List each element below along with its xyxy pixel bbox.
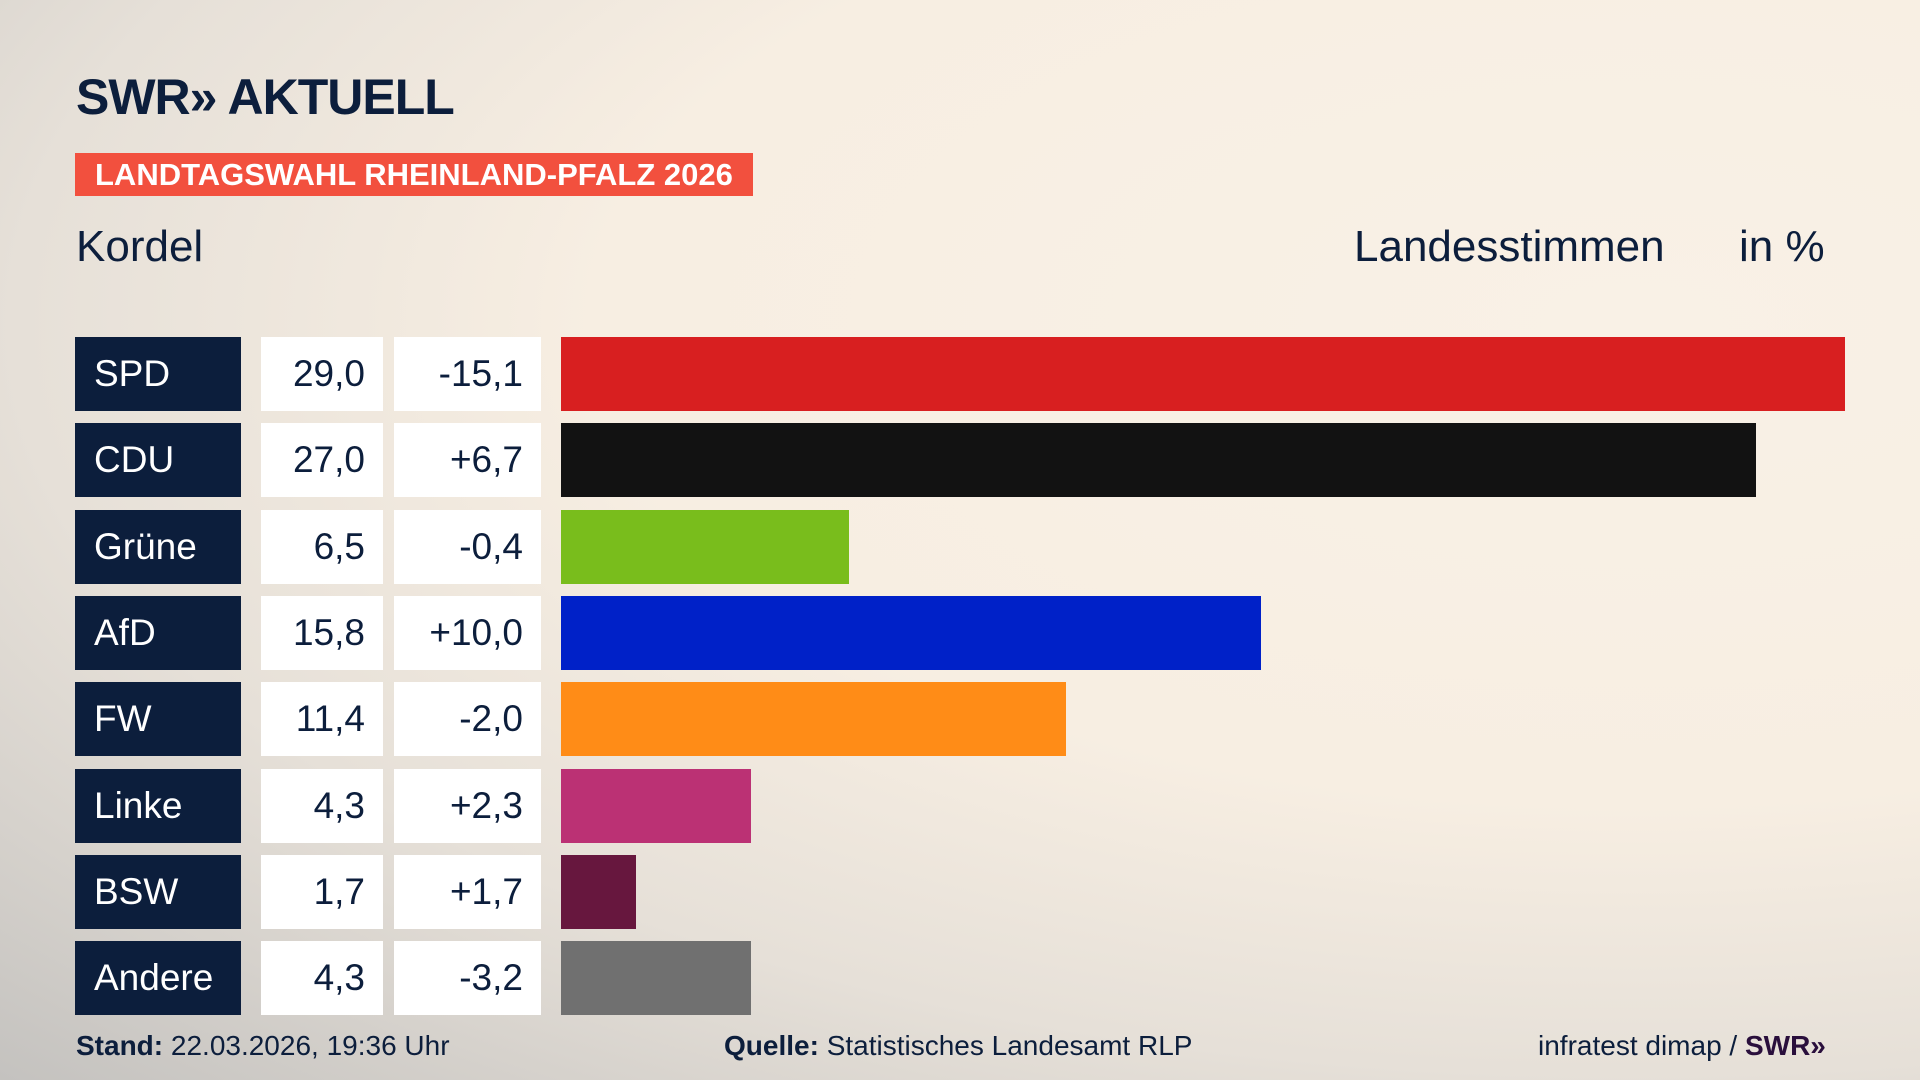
region-title: Kordel bbox=[76, 222, 204, 271]
chart-row: BSW 1,7 +1,7 bbox=[0, 854, 1920, 929]
chart-row: Linke 4,3 +2,3 bbox=[0, 768, 1920, 843]
stand-value: 22.03.2026, 19:36 Uhr bbox=[170, 1030, 450, 1061]
diff-label: -15,1 bbox=[394, 337, 541, 411]
bar-afd bbox=[561, 595, 1261, 670]
bar-cdu bbox=[561, 423, 1757, 498]
value-label: 1,7 bbox=[261, 854, 383, 929]
swr-aktuell-logo: SWR» AKTUELL bbox=[76, 69, 455, 125]
chart-row: Andere 4,3 -3,2 bbox=[0, 941, 1920, 1016]
source-label: Quelle: bbox=[724, 1030, 819, 1061]
diff-label: -0,4 bbox=[394, 509, 541, 584]
credit: infratest dimap / SWR» bbox=[1538, 1030, 1826, 1062]
measure-label: Landesstimmen bbox=[1354, 222, 1665, 271]
chart-row: Grüne 6,5 -0,4 bbox=[0, 509, 1920, 584]
diff-label: +1,7 bbox=[394, 854, 541, 929]
stand: Stand: 22.03.2026, 19:36 Uhr bbox=[76, 1030, 450, 1062]
bar-fw bbox=[561, 682, 1066, 757]
chart-row: AfD 15,8 +10,0 bbox=[0, 595, 1920, 670]
value-label: 11,4 bbox=[261, 682, 383, 757]
value-label: 4,3 bbox=[261, 941, 383, 1016]
unit-label: in % bbox=[1739, 222, 1825, 271]
party-label: AfD bbox=[75, 595, 241, 670]
bar-bsw bbox=[561, 854, 637, 929]
bar-spd bbox=[561, 337, 1845, 411]
diff-label: -2,0 bbox=[394, 682, 541, 757]
footer: Stand: 22.03.2026, 19:36 Uhr Quelle: Sta… bbox=[0, 1030, 1920, 1066]
party-label: SPD bbox=[75, 337, 241, 411]
diff-label: +6,7 bbox=[394, 423, 541, 498]
party-label: FW bbox=[75, 682, 241, 757]
chart-row: FW 11,4 -2,0 bbox=[0, 682, 1920, 757]
credit-text: infratest dimap / bbox=[1538, 1030, 1738, 1061]
value-label: 4,3 bbox=[261, 768, 383, 843]
bar-andere bbox=[561, 941, 752, 1016]
diff-label: +2,3 bbox=[394, 768, 541, 843]
bar-linke bbox=[561, 768, 752, 843]
value-label: 29,0 bbox=[261, 337, 383, 411]
chart-row: SPD 29,0 -15,1 bbox=[0, 337, 1920, 411]
diff-label: +10,0 bbox=[394, 595, 541, 670]
value-label: 15,8 bbox=[261, 595, 383, 670]
stand-label: Stand: bbox=[76, 1030, 164, 1061]
swr-logo: SWR» bbox=[1744, 1030, 1826, 1061]
value-label: 27,0 bbox=[261, 423, 383, 498]
bar-grüne bbox=[561, 509, 849, 584]
source: Quelle: Statistisches Landesamt RLP bbox=[724, 1030, 1192, 1062]
chart-row: CDU 27,0 +6,7 bbox=[0, 423, 1920, 498]
party-label: BSW bbox=[75, 854, 241, 929]
party-label: Andere bbox=[75, 941, 241, 1016]
diff-label: -3,2 bbox=[394, 941, 541, 1016]
party-label: Linke bbox=[75, 768, 241, 843]
source-value: Statistisches Landesamt RLP bbox=[826, 1030, 1193, 1061]
value-label: 6,5 bbox=[261, 509, 383, 584]
party-label: Grüne bbox=[75, 509, 241, 584]
party-label: CDU bbox=[75, 423, 241, 498]
election-banner: LANDTAGSWAHL RHEINLAND-PFALZ 2026 bbox=[75, 153, 753, 196]
